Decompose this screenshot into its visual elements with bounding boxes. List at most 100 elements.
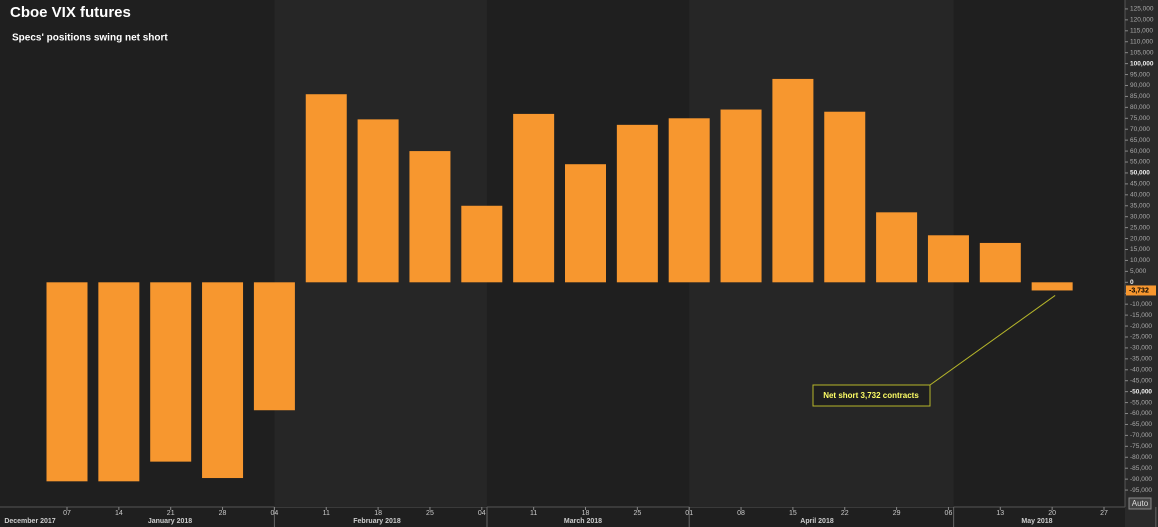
x-tick-label: 13 [996, 510, 1004, 517]
y-tick-label: -40,000 [1130, 367, 1152, 374]
y-tick-label: 80,000 [1130, 104, 1150, 111]
scale-button[interactable] [1128, 497, 1152, 510]
bar [461, 205, 503, 283]
x-tick-label: 08 [737, 510, 745, 517]
x-tick-label: 07 [63, 510, 71, 517]
bar [253, 282, 295, 411]
y-tick-label: 120,000 [1130, 17, 1154, 24]
y-tick-label: 45,000 [1130, 181, 1150, 188]
y-tick-label: 75,000 [1130, 115, 1150, 122]
y-tick-label: 65,000 [1130, 137, 1150, 144]
month-label: February 2018 [353, 518, 401, 525]
x-tick-label: 11 [323, 510, 330, 517]
y-tick-label: 55,000 [1130, 159, 1150, 166]
y-tick-label: -45,000 [1130, 377, 1152, 384]
y-tick-label: -50,000 [1130, 388, 1152, 395]
y-tick-label: 20,000 [1130, 235, 1150, 242]
bar [720, 109, 762, 283]
x-tick-label: 11 [530, 510, 537, 517]
y-tick-label: -35,000 [1130, 356, 1152, 363]
bar [616, 124, 658, 283]
bar [357, 119, 399, 283]
chart-subtitle: Specs' positions swing net short [12, 33, 168, 44]
y-tick-label: 85,000 [1130, 93, 1150, 100]
y-tick-label: -90,000 [1130, 476, 1152, 483]
value-marker-label: -3,732 [1129, 287, 1149, 294]
x-tick-label: 28 [219, 510, 227, 517]
y-tick-label: 5,000 [1130, 268, 1147, 275]
x-tick-label: 25 [633, 510, 641, 517]
y-tick-label: -95,000 [1130, 487, 1152, 494]
y-tick-label: 70,000 [1130, 126, 1150, 133]
x-tick-label: 18 [374, 510, 382, 517]
y-tick-label: -25,000 [1130, 334, 1152, 341]
y-tick-label: 50,000 [1130, 170, 1150, 177]
x-tick-label: 14 [115, 510, 123, 517]
bar [876, 212, 918, 283]
y-tick-label: -55,000 [1130, 399, 1152, 406]
y-tick-label: 15,000 [1130, 246, 1150, 253]
y-tick-label: 60,000 [1130, 148, 1150, 155]
chart-title: Cboe VIX futures [10, 4, 131, 21]
y-tick-label: 40,000 [1130, 192, 1150, 199]
y-tick-label: 90,000 [1130, 82, 1150, 89]
x-tick-label: 04 [478, 510, 486, 517]
y-tick-label: -65,000 [1130, 421, 1152, 428]
y-tick-label: 115,000 [1130, 28, 1153, 35]
axis-panel [1125, 0, 1158, 527]
y-tick-label: -80,000 [1130, 454, 1152, 461]
bar [513, 113, 555, 283]
y-tick-label: 0 [1130, 279, 1134, 286]
month-label: March 2018 [564, 518, 602, 525]
x-tick-label: 06 [945, 510, 953, 517]
month-label: January 2018 [148, 518, 192, 525]
x-tick-label: 15 [789, 510, 797, 517]
x-tick-label: 18 [582, 510, 590, 517]
x-tick-label: 27 [1100, 510, 1108, 517]
month-label: April 2018 [800, 518, 834, 525]
y-tick-label: -75,000 [1130, 443, 1152, 450]
x-tick-label: 22 [841, 510, 849, 517]
bar [46, 282, 88, 482]
y-tick-label: -20,000 [1130, 323, 1152, 330]
bar [98, 282, 140, 482]
y-tick-label: 110,000 [1130, 38, 1153, 45]
y-tick-label: 25,000 [1130, 224, 1150, 231]
annotation: Net short 3,732 contracts [823, 391, 919, 400]
x-tick-label: 25 [426, 510, 434, 517]
annotation-box [812, 384, 931, 407]
y-tick-label: 100,000 [1130, 60, 1154, 67]
scale-mode[interactable]: Auto [1132, 499, 1149, 508]
bar [305, 94, 347, 283]
bar [565, 164, 606, 283]
y-tick-label: 10,000 [1130, 257, 1150, 264]
bar [979, 242, 1021, 283]
y-tick-label: 125,000 [1130, 6, 1154, 13]
bar [824, 111, 866, 283]
y-tick-label: 105,000 [1130, 49, 1154, 56]
y-tick-label: -10,000 [1130, 301, 1152, 308]
bar [927, 235, 969, 283]
y-tick-label: 30,000 [1130, 213, 1150, 220]
x-tick-label: 20 [1048, 510, 1056, 517]
value-marker [1126, 285, 1156, 296]
y-tick-label: 130,000 [1130, 0, 1154, 2]
y-tick-label: -70,000 [1130, 432, 1152, 439]
y-tick-label: -15,000 [1130, 312, 1152, 319]
y-tick-label: 35,000 [1130, 202, 1150, 209]
month-label: December 2017 [4, 518, 55, 525]
bar [668, 118, 710, 283]
y-tick-label: -60,000 [1130, 410, 1152, 417]
x-tick-label: 21 [167, 510, 175, 517]
x-tick-label: 01 [685, 510, 693, 517]
bar [409, 151, 451, 283]
y-tick-label: 95,000 [1130, 71, 1150, 78]
bar [1031, 282, 1073, 291]
y-tick-label: -30,000 [1130, 345, 1152, 352]
bar [772, 78, 814, 283]
x-tick-label: 29 [893, 510, 901, 517]
y-tick-label: -85,000 [1130, 465, 1152, 472]
x-tick-label: 04 [271, 510, 279, 517]
